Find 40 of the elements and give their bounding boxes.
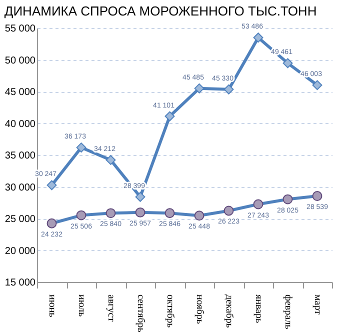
point	[135, 207, 146, 218]
point	[106, 208, 116, 218]
y-tick-label: 45 000	[4, 87, 36, 98]
x-tick-label: март	[312, 294, 323, 316]
x-tick-label: июль	[76, 294, 87, 318]
x-tick-label: сентябрь	[134, 294, 146, 333]
x-tick-label: январь	[252, 294, 264, 324]
point	[312, 191, 322, 201]
x-tick-label: октябрь	[164, 294, 176, 328]
point	[224, 84, 234, 94]
y-tick-label: 15 000	[4, 278, 36, 288]
point	[106, 155, 116, 165]
point	[46, 180, 57, 190]
point	[194, 210, 204, 221]
y-tick-label: 50 000	[4, 55, 36, 66]
y-tick-label: 55 000	[4, 24, 36, 34]
y-tick-label: 20 000	[4, 246, 36, 257]
x-tick-label: ноябрь	[194, 294, 205, 324]
x-tick-label: февраль	[282, 294, 294, 330]
point	[282, 194, 293, 204]
point	[46, 218, 57, 228]
point	[164, 111, 175, 122]
x-tick-label: июнь	[46, 294, 58, 318]
x-tick-label: август	[105, 294, 116, 322]
point	[194, 83, 204, 94]
point	[76, 210, 86, 220]
point	[253, 32, 264, 43]
point	[164, 208, 175, 218]
y-tick-label: 25 000	[4, 214, 36, 225]
x-tick-label: декабрь	[223, 294, 234, 328]
point	[76, 142, 86, 153]
point	[312, 80, 322, 90]
point	[135, 192, 146, 202]
chart-title: ДИНАМИКА СПРОСА МОРОЖЕННОГО ТЫС.ТОНН	[4, 4, 317, 19]
point	[224, 206, 234, 216]
point	[253, 199, 264, 210]
point	[282, 58, 293, 68]
y-tick-label: 35 000	[4, 150, 36, 162]
y-tick-label: 40 000	[4, 118, 36, 130]
y-tick-label: 30 000	[4, 182, 36, 194]
